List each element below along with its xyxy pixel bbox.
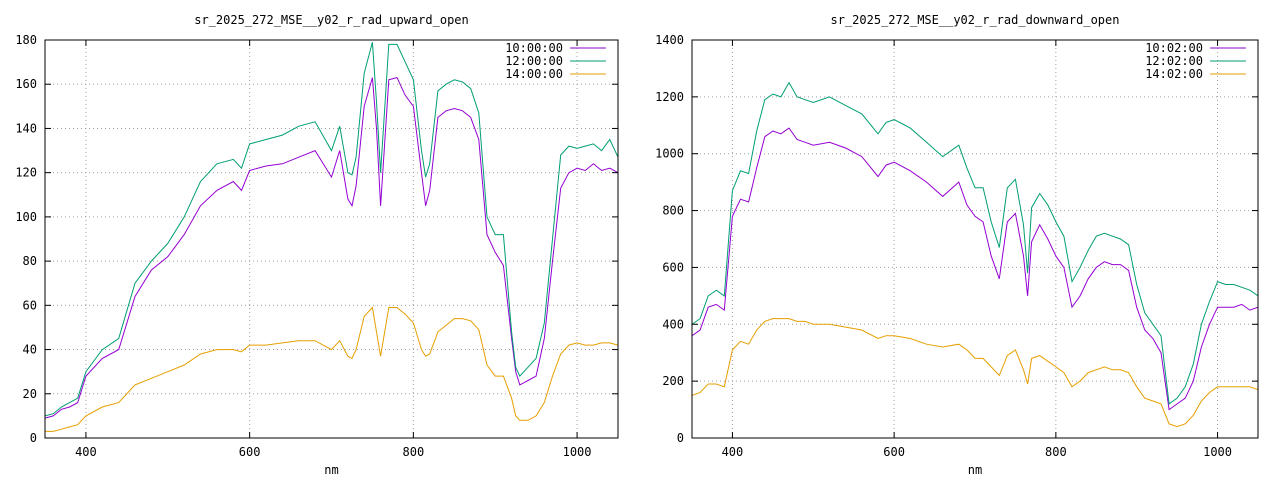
y-tick-label: 0 — [30, 431, 37, 445]
series-line-2 — [45, 42, 618, 417]
chart-panel-downward: 400 600 800 1000 0 200 400 600 800 1000 1200 1400 sr… — [640, 0, 1280, 480]
chart-downward: 400 600 800 1000 0 200 400 600 800 1000 1200 1400 sr… — [655, 13, 1259, 477]
y-tick-label: 400 — [662, 317, 684, 331]
series-line-1 — [45, 77, 618, 419]
y-tick-label: 1000 — [655, 147, 684, 161]
y-tick-label: 0 — [677, 431, 684, 445]
x-tick-label: 400 — [75, 445, 97, 459]
y-tick-label: 40 — [23, 343, 37, 357]
legend-label: 12:02:00 — [1145, 54, 1203, 68]
y-tick-label: 80 — [23, 254, 37, 268]
x-tick-label: 1000 — [563, 445, 592, 459]
x-tick-label: 800 — [403, 445, 425, 459]
x-tick-label: 600 — [883, 445, 905, 459]
legend-label: 10:00:00 — [505, 41, 563, 55]
series-line-3 — [45, 306, 618, 432]
chart-upward: 400 600 800 1000 0 20 40 60 80 100 120 140 160 180 sr_… — [15, 13, 619, 477]
series-line-1 — [692, 127, 1258, 411]
y-tick-label: 60 — [23, 298, 37, 312]
chart-title: sr_2025_272_MSE__y02_r_rad_downward_open — [831, 13, 1120, 27]
y-tick-label: 140 — [15, 121, 37, 135]
legend-label: 12:00:00 — [505, 54, 563, 68]
y-tick-label: 600 — [662, 260, 684, 274]
series-line-2 — [692, 81, 1258, 405]
x-tick-label: 1000 — [1203, 445, 1232, 459]
legend-label: 10:02:00 — [1145, 41, 1203, 55]
legend-label: 14:00:00 — [505, 67, 563, 81]
y-tick-label: 100 — [15, 210, 37, 224]
plot-frame — [691, 39, 1259, 439]
plot-frame — [44, 39, 619, 439]
y-tick-label: 1200 — [655, 90, 684, 104]
y-tick-label: 160 — [15, 77, 37, 91]
y-tick-label: 20 — [23, 387, 37, 401]
chart-panel-upward: 400 600 800 1000 0 20 40 60 80 100 120 140 160 180 sr_… — [15, 13, 619, 477]
x-tick-label: 600 — [239, 445, 261, 459]
y-tick-label: 800 — [662, 204, 684, 218]
y-tick-label: 1400 — [655, 33, 684, 47]
y-tick-label: 120 — [15, 166, 37, 180]
y-tick-label: 180 — [15, 33, 37, 47]
chart-title: sr_2025_272_MSE__y02_r_rad_upward_open — [194, 13, 469, 27]
x-tick-label: 400 — [722, 445, 744, 459]
y-tick-label: 200 — [662, 374, 684, 388]
x-axis-label: nm — [324, 463, 338, 477]
series-line-3 — [692, 318, 1258, 428]
x-tick-label: 800 — [1045, 445, 1067, 459]
legend-label: 14:02:00 — [1145, 67, 1203, 81]
x-axis-label: nm — [968, 463, 982, 477]
